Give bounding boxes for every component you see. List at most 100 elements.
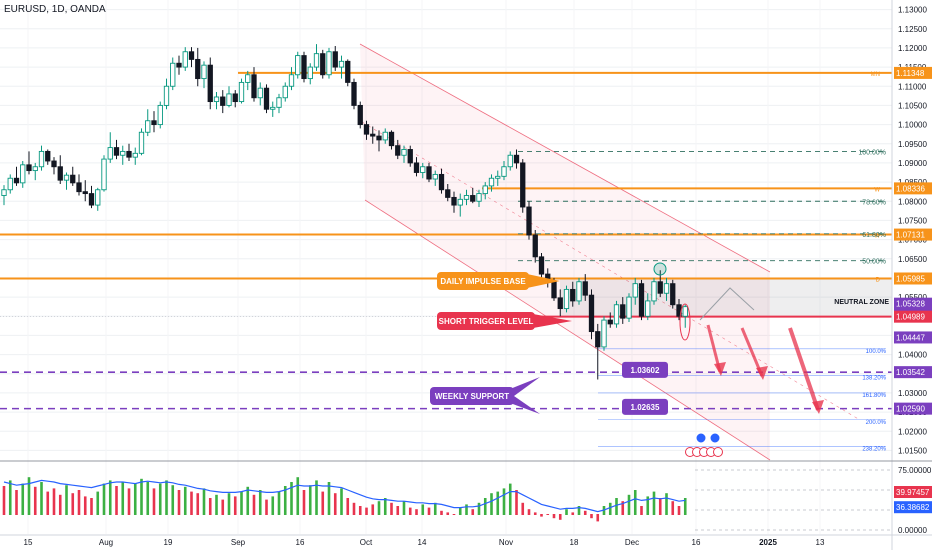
price-tag — [894, 366, 932, 379]
price-tag — [894, 402, 932, 415]
osc-histogram-bar — [52, 488, 56, 515]
candle-body — [420, 166, 426, 173]
candle-body — [470, 195, 476, 202]
price-tag — [894, 66, 932, 79]
osc-histogram-bar — [71, 493, 75, 515]
osc-histogram-bar — [315, 480, 318, 515]
level-timeframe-tag: D — [876, 277, 881, 283]
osc-histogram-bar — [496, 491, 500, 515]
fib-ext-label: 161.80% — [862, 393, 886, 399]
candle-body — [620, 304, 626, 319]
level-timeframe-tag: W — [874, 187, 880, 193]
osc-histogram-bar — [427, 507, 431, 515]
weekly-support-box — [430, 387, 514, 405]
candle-body — [401, 149, 407, 156]
event-marker — [695, 432, 707, 444]
osc-histogram-bar — [233, 496, 237, 515]
short-trigger-callout: SHORT TRIGGER LEVEL — [437, 312, 572, 330]
candle-body — [395, 145, 401, 156]
short-trigger-callout-pointer — [533, 314, 572, 328]
candle-body — [57, 166, 63, 181]
price-tick-label: 1.06500 — [898, 255, 927, 264]
osc-histogram-bar — [83, 496, 87, 515]
osc-histogram-bar — [396, 506, 400, 515]
osc-signal-line — [3, 479, 686, 513]
price-tag — [894, 228, 932, 241]
candle-body — [438, 173, 445, 191]
time-tick-label: Sep — [231, 538, 246, 547]
candle-body — [182, 51, 188, 68]
candle-body — [645, 300, 651, 317]
osc-histogram-bar — [258, 490, 262, 515]
osc-histogram-bar — [146, 482, 150, 515]
osc-histogram-bar — [515, 490, 518, 515]
osc-tick-label: 75.00000 — [898, 466, 932, 475]
candle-body — [588, 294, 595, 333]
daily-impulse-base-callout-box — [437, 272, 529, 290]
osc-histogram-bar — [458, 507, 462, 515]
osc-histogram-bar — [658, 498, 662, 515]
osc-histogram-bar — [15, 490, 18, 515]
weekly-support-callout: WEEKLY SUPPORT — [430, 377, 540, 414]
osc-histogram-bar — [433, 502, 437, 515]
trigger-candle-marker — [679, 303, 691, 341]
osc-histogram-bar — [346, 498, 350, 515]
weekly-support-label: WEEKLY SUPPORT — [435, 392, 509, 401]
candle-body — [201, 64, 207, 80]
candle-body — [282, 85, 288, 99]
price-tick-label: 1.01500 — [898, 446, 927, 455]
oscillator-pane: 75.0000050.0000025.000000.0000039.974573… — [2, 466, 932, 535]
projection-arrow-shaft — [788, 327, 820, 411]
osc-histogram-bar — [421, 504, 425, 515]
time-tick-label: 16 — [692, 538, 701, 547]
osc-histogram-bar — [652, 491, 656, 515]
bounce-path — [699, 287, 755, 321]
target-badge-label: 1.03602 — [631, 366, 660, 375]
candle-body — [232, 93, 238, 103]
candle-body — [488, 177, 495, 187]
osc-tick-label: 0.00000 — [898, 526, 927, 535]
fib-ext-label: 238.20% — [862, 447, 886, 453]
osc-histogram-bar — [527, 509, 531, 515]
osc-histogram-bar — [590, 514, 593, 519]
osc-histogram-bar — [296, 477, 300, 515]
osc-histogram-bar — [571, 512, 575, 515]
candle-body — [576, 281, 582, 302]
osc-histogram-bar — [58, 494, 62, 515]
annotations-layer: DAILY IMPULSE BASE SHORT TRIGGER LEVEL WEE… — [430, 262, 889, 457]
osc-histogram-bar — [152, 488, 156, 515]
candle-body — [345, 60, 351, 83]
candle-body — [295, 55, 301, 76]
candle-body — [76, 182, 82, 193]
candle-body — [313, 53, 320, 68]
candle-body — [513, 154, 520, 164]
fib-ext-label: 100.0% — [866, 349, 887, 355]
candle-body — [638, 283, 645, 317]
price-tick-label: 1.09000 — [898, 159, 927, 168]
osc-histogram-bar — [96, 491, 100, 515]
price-tick-label: 1.02000 — [898, 427, 927, 436]
channel-fill — [360, 44, 770, 460]
candle-body — [570, 288, 576, 302]
candle-body — [607, 319, 613, 325]
target-badge — [622, 361, 668, 378]
osc-histogram-bar — [471, 509, 475, 515]
osc-histogram-bar — [133, 483, 137, 515]
candle-body — [88, 193, 95, 206]
target-badge — [622, 398, 668, 415]
time-tick-label: 13 — [816, 538, 825, 547]
candle-body — [526, 206, 532, 236]
osc-histogram-bar — [383, 498, 387, 515]
osc-value-tag-label: 39.97457 — [896, 488, 930, 497]
candle-body — [51, 160, 57, 168]
time-tick-label: 18 — [570, 538, 579, 547]
osc-histogram-bar — [302, 490, 306, 515]
event-marker — [709, 432, 721, 444]
candle-body — [507, 154, 513, 168]
osc-histogram-bar — [521, 502, 525, 515]
osc-histogram-bar — [577, 506, 581, 515]
weekly-support-pointer-up — [510, 377, 540, 396]
osc-histogram-bar — [490, 493, 493, 515]
neutral-zone-label: NEUTRAL ZONE — [834, 299, 889, 306]
